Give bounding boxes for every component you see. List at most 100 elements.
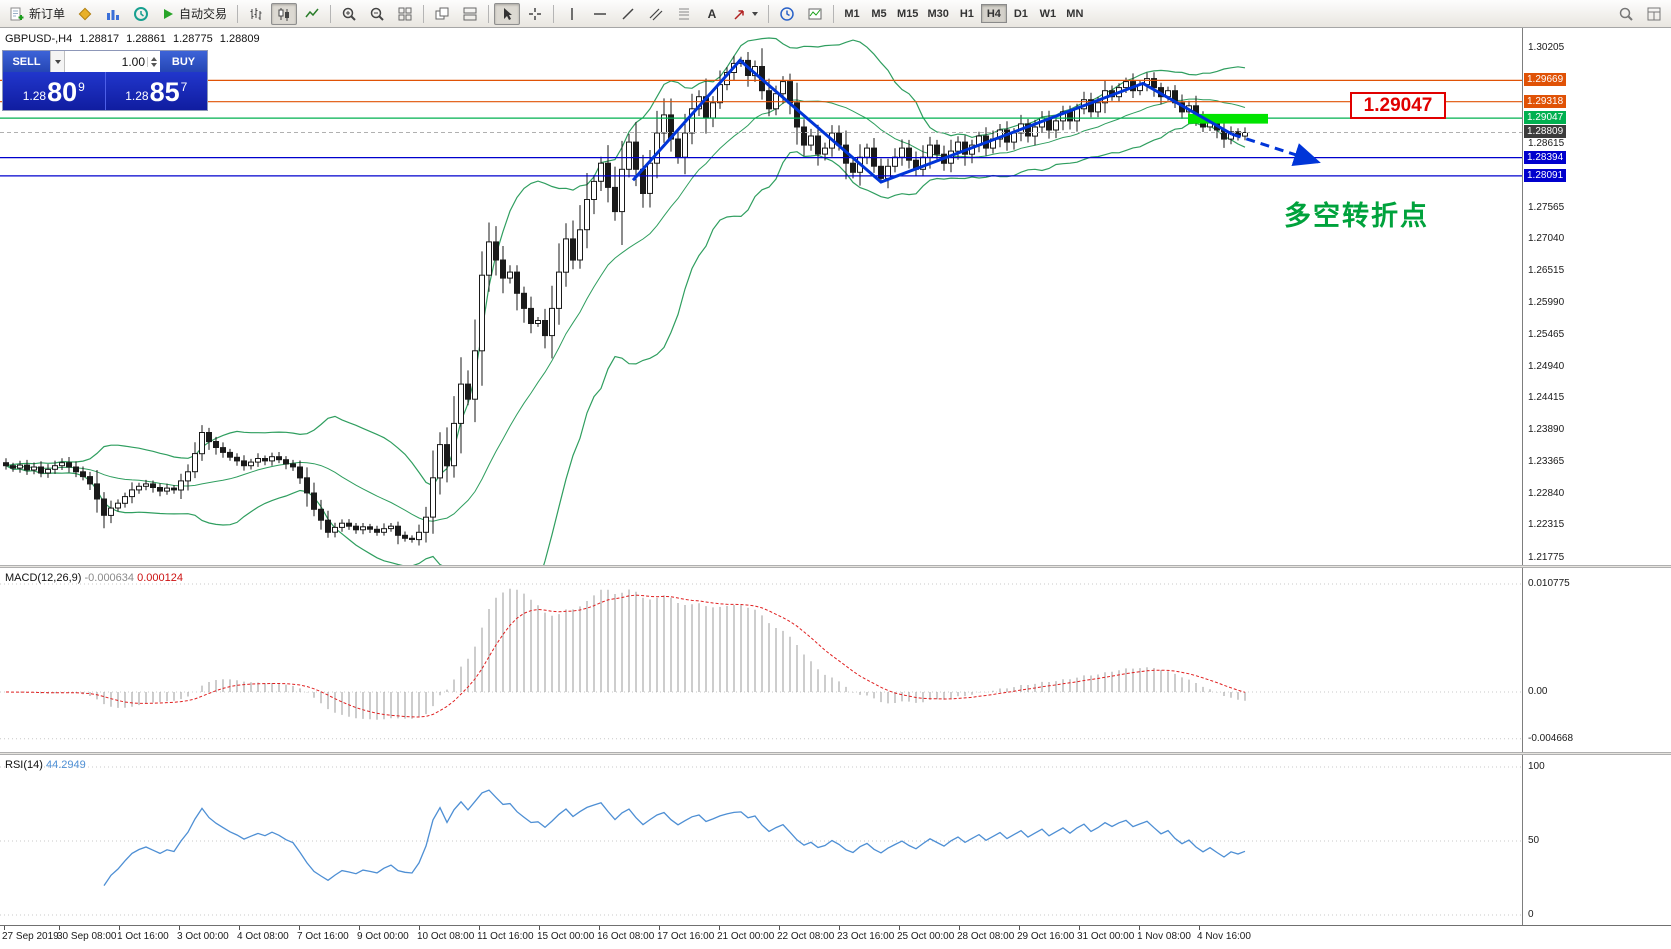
period-clock-button[interactable] <box>774 3 800 25</box>
candlestick-chart-button[interactable] <box>271 2 298 25</box>
indicators-button[interactable] <box>802 3 828 25</box>
time-tick <box>1079 926 1080 930</box>
arrange-windows-icon <box>463 7 477 20</box>
arrange-windows-button[interactable] <box>457 3 483 25</box>
date-label: 4 Nov 16:00 <box>1197 931 1251 942</box>
search-button[interactable] <box>1613 3 1639 25</box>
timeframe-m15-button[interactable]: M15 <box>897 7 919 20</box>
time-tick <box>119 926 120 930</box>
time-tick <box>779 926 780 930</box>
timeframe-group: M1 M5 M15 M30 H1 H4 D1 W1 MN <box>839 4 1088 23</box>
price-tick: 1.24940 <box>1528 360 1565 372</box>
date-label: 11 Oct 16:00 <box>477 931 534 942</box>
macd-name: MACD(12,26,9) <box>5 572 82 584</box>
macd-main-value: -0.000634 <box>84 572 135 584</box>
volume-stepper[interactable] <box>147 56 160 67</box>
timeframe-mn-button[interactable]: MN <box>1066 7 1084 20</box>
date-label: 7 Oct 16:00 <box>297 931 349 942</box>
buy-button[interactable]: 1.28 85 7 <box>106 72 208 110</box>
price-tick: -0.004668 <box>1528 732 1574 744</box>
macd-scale[interactable]: 0.010775 0.00 -0.004668 <box>1522 568 1671 752</box>
date-label: 10 Oct 08:00 <box>417 931 475 942</box>
tile-windows-icon <box>398 7 412 20</box>
main-chart-panel[interactable]: GBPUSD-,H4 1.28817 1.28861 1.28775 1.288… <box>0 28 1671 565</box>
crosshair-button[interactable] <box>522 3 548 25</box>
zoom-out-button[interactable] <box>364 3 390 25</box>
sell-button[interactable]: 1.28 80 9 <box>3 72 105 110</box>
chart-window-button[interactable] <box>100 3 126 25</box>
candlestick-chart-icon <box>278 7 290 21</box>
crosshair-icon <box>529 7 542 20</box>
timeframe-m1-button[interactable]: M1 <box>844 7 860 20</box>
turning-point-annotation[interactable]: 多空转折点 <box>1284 201 1429 231</box>
time-tick <box>599 926 600 930</box>
cursor-button[interactable] <box>494 2 521 25</box>
price-callout-label[interactable]: 1.29047 <box>1350 92 1446 119</box>
toolbar-separator <box>553 4 555 23</box>
date-label: 9 Oct 00:00 <box>357 931 409 942</box>
rsi-scale[interactable]: 100 50 0 <box>1522 755 1671 925</box>
history-button[interactable] <box>128 3 154 25</box>
vertical-line-button[interactable] <box>559 3 585 25</box>
rsi-panel[interactable]: RSI(14) 44.2949 100 50 0 <box>0 755 1671 925</box>
buy-label-button[interactable]: BUY <box>160 51 207 72</box>
price-tick: 50 <box>1528 835 1540 846</box>
timeframe-h1-button[interactable]: H1 <box>959 7 974 20</box>
history-icon <box>134 6 149 21</box>
arrows-tool-button[interactable] <box>727 3 763 25</box>
macd-plot[interactable] <box>0 568 1522 752</box>
macd-panel[interactable]: MACD(12,26,9) -0.000634 0.000124 0.01077… <box>0 568 1671 752</box>
time-tick <box>1019 926 1020 930</box>
rsi-plot[interactable] <box>0 755 1522 925</box>
autotrade-label: 自动交易 <box>179 7 228 21</box>
fibonacci-button[interactable] <box>671 3 697 25</box>
text-tool-button[interactable]: A <box>699 3 725 25</box>
zoom-out-icon <box>370 7 384 21</box>
new-order-button[interactable]: 新订单 <box>4 3 70 25</box>
time-tick <box>539 926 540 930</box>
time-tick <box>839 926 840 930</box>
timeframe-d1-button[interactable]: D1 <box>1013 7 1028 20</box>
date-label: 4 Oct 08:00 <box>237 931 289 942</box>
date-label: 31 Oct 00:00 <box>1077 931 1135 942</box>
macd-title: MACD(12,26,9) -0.000634 0.000124 <box>5 572 183 584</box>
main-toolbar: 新订单 自动交易 <box>0 0 1671 28</box>
volume-field[interactable]: 1.00 <box>65 51 160 72</box>
timeframe-w1-button[interactable]: W1 <box>1039 7 1057 20</box>
time-tick <box>719 926 720 930</box>
zoom-in-button[interactable] <box>336 3 362 25</box>
price-marker: 1.28091 <box>1524 168 1567 182</box>
channel-button[interactable] <box>643 3 669 25</box>
volume-value[interactable]: 1.00 <box>121 54 145 69</box>
horizontal-line-button[interactable] <box>587 3 613 25</box>
bar-chart-button[interactable] <box>243 3 269 25</box>
sell-label-button[interactable]: SELL <box>3 51 50 72</box>
fibonacci-icon <box>679 8 690 19</box>
price-tick: 1.23890 <box>1528 424 1565 436</box>
toolbar-separator <box>768 4 770 23</box>
chart-ohlc-header: GBPUSD-,H4 1.28817 1.28861 1.28775 1.288… <box>5 33 264 45</box>
tile-windows-button[interactable] <box>392 3 418 25</box>
cascade-windows-icon <box>435 7 449 19</box>
buy-price-main: 1.28 <box>125 89 149 103</box>
timeframe-m30-button[interactable]: M30 <box>927 7 949 20</box>
time-axis[interactable]: 27 Sep 2019 30 Sep 08:00 1 Oct 16:00 3 Oct … <box>0 925 1671 949</box>
main-price-scale[interactable]: 1.30205 1.28615 1.27565 1.27040 1.26515 1.259… <box>1522 28 1671 565</box>
autotrade-button[interactable]: 自动交易 <box>156 3 232 25</box>
arrows-tool-icon <box>734 9 744 20</box>
panel-splitter[interactable] <box>0 752 1671 755</box>
timeframe-m5-button[interactable]: M5 <box>871 7 887 20</box>
new-order-icon <box>10 7 24 20</box>
cascade-windows-button[interactable] <box>429 3 455 25</box>
symbols-button[interactable] <box>72 3 98 25</box>
trendline-button[interactable] <box>615 3 641 25</box>
timeframe-h4-button[interactable]: H4 <box>980 4 1007 23</box>
line-chart-button[interactable] <box>299 3 325 25</box>
layout-button[interactable] <box>1641 3 1667 25</box>
macd-signal-value: 0.000124 <box>137 572 183 584</box>
date-label: 16 Oct 08:00 <box>597 931 655 942</box>
order-type-dropdown[interactable] <box>50 51 65 72</box>
candlestick-plot[interactable] <box>0 28 1522 565</box>
panel-splitter[interactable] <box>0 565 1671 568</box>
bar-chart-icon <box>250 7 262 20</box>
